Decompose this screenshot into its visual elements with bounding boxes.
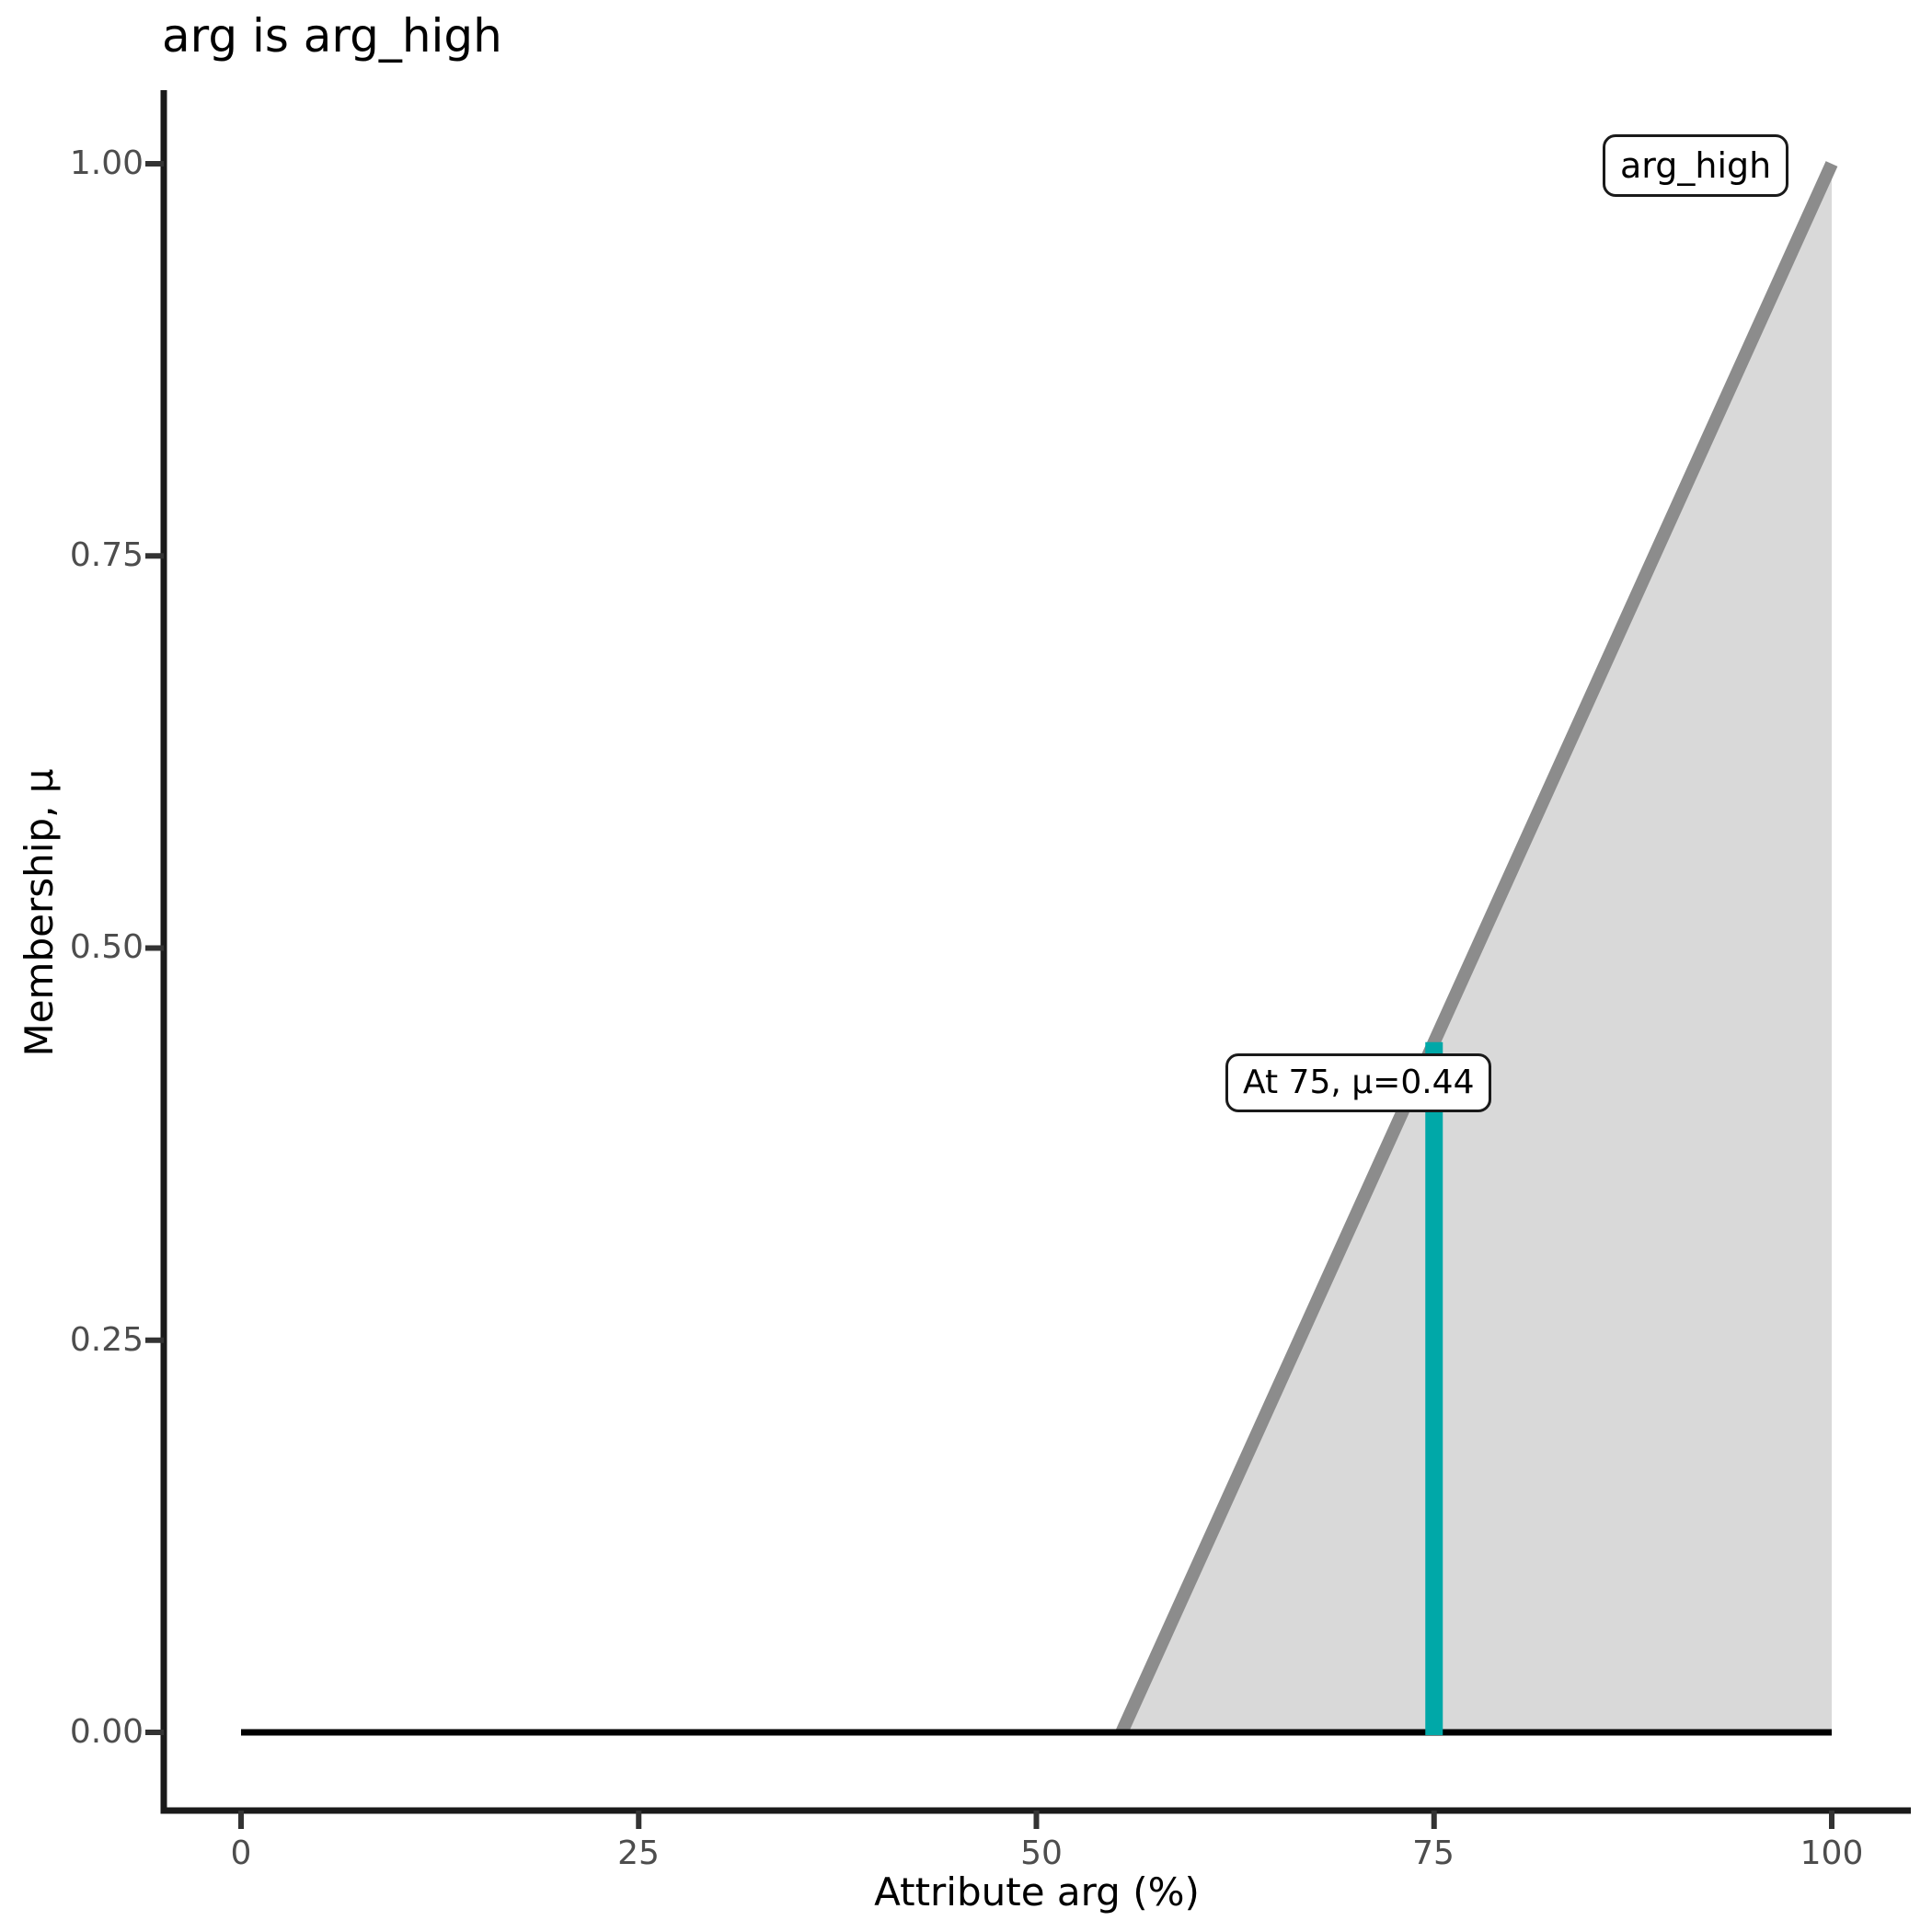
y-tick-label-0.25: 0.25	[69, 1321, 144, 1359]
x-tick-label-100: 100	[1800, 1834, 1864, 1872]
x-tick-label-25: 25	[617, 1834, 660, 1872]
y-tick-label-1.00: 1.00	[69, 144, 144, 182]
x-tick-label-0: 0	[230, 1834, 252, 1872]
chart-title: arg is arg_high	[162, 9, 502, 63]
set-label-annotation: arg_high	[1603, 134, 1789, 197]
x-tick-label-50: 50	[1020, 1834, 1063, 1872]
y-tick-label-0.50: 0.50	[69, 928, 144, 966]
y-tick-label-0.75: 0.75	[69, 536, 144, 574]
membership-line	[1115, 161, 1838, 1735]
x-axis-title: Attribute arg (%)	[874, 1869, 1200, 1915]
point-annotation: At 75, μ=0.44	[1225, 1053, 1492, 1112]
y-tick-label-0.00: 0.00	[69, 1713, 144, 1751]
y-axis-title: Membership, μ	[17, 768, 62, 1057]
x-tick-label-75: 75	[1412, 1834, 1455, 1872]
